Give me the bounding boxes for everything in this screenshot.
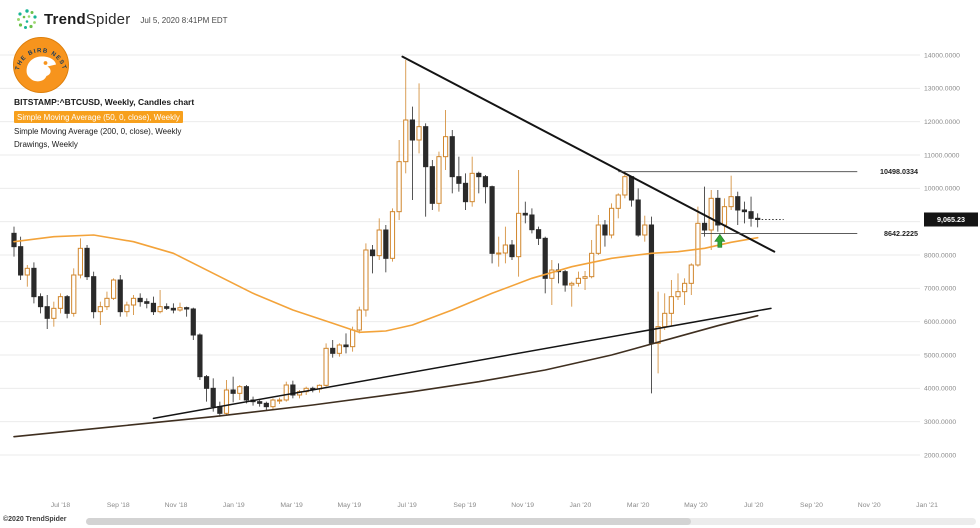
bird-eye bbox=[43, 61, 48, 65]
brand-spider: Spider bbox=[85, 10, 131, 28]
legend-sma50[interactable]: Simple Moving Average (50, 0, close), We… bbox=[14, 111, 183, 123]
x-tick-label: Mar '19 bbox=[280, 502, 303, 509]
x-tick-label: Jul '18 bbox=[51, 502, 71, 509]
legend-sma200[interactable]: Simple Moving Average (200, 0, close), W… bbox=[14, 127, 182, 136]
y-axis[interactable]: 14000.0000 13000.0000 12000.0000 11000.0000… bbox=[924, 52, 960, 459]
descending-resistance-trendline[interactable] bbox=[401, 55, 776, 253]
last-price-label: 9,065.23 bbox=[937, 215, 965, 224]
y-tick-label: 12000.0000 bbox=[924, 119, 960, 126]
y-tick-label: 6000.0000 bbox=[924, 319, 956, 326]
bird-icon bbox=[26, 56, 56, 82]
up-arrow-marker[interactable] bbox=[714, 233, 726, 248]
x-tick-label: Nov '18 bbox=[165, 502, 188, 509]
y-tick-label: 2000.0000 bbox=[924, 452, 956, 459]
x-tick-label: May '19 bbox=[338, 502, 362, 509]
legend-drawings[interactable]: Drawings, Weekly bbox=[14, 140, 78, 149]
sma50-line[interactable] bbox=[13, 234, 759, 334]
x-tick-label: Nov '19 bbox=[511, 502, 534, 509]
chart-timestamp: Jul 5, 2020 8:41PM EDT bbox=[140, 16, 228, 25]
price-level-label: 10498.0334 bbox=[880, 167, 918, 176]
brand-wordmark[interactable]: TrendSpider bbox=[44, 11, 130, 28]
x-tick-label: Jul '20 bbox=[744, 502, 764, 509]
x-tick-label: Jan '21 bbox=[916, 502, 938, 509]
x-tick-label: Mar '20 bbox=[627, 502, 650, 509]
price-levels[interactable]: 10498.0334 8642.2225 bbox=[618, 167, 918, 238]
copyright-label: ©2020 TrendSpider bbox=[3, 516, 67, 523]
brand-trend: Trend bbox=[44, 10, 86, 28]
sma200-line[interactable] bbox=[13, 314, 759, 438]
candlestick-series[interactable] bbox=[11, 60, 761, 417]
y-tick-label: 11000.0000 bbox=[924, 152, 960, 159]
y-tick-label: 4000.0000 bbox=[924, 386, 956, 393]
x-tick-label: Sep '19 bbox=[453, 502, 476, 509]
chart-scrollbar[interactable] bbox=[86, 518, 976, 525]
y-tick-label: 8000.0000 bbox=[924, 252, 956, 259]
birb-nest-logo[interactable]: THE BIRB NEST bbox=[12, 36, 70, 94]
x-tick-label: Jan '19 bbox=[223, 502, 245, 509]
x-tick-label: Jul '19 bbox=[397, 502, 417, 509]
ascending-support-trendline[interactable] bbox=[152, 307, 772, 420]
app-header: TrendSpider Jul 5, 2020 8:41PM EDT bbox=[16, 8, 228, 30]
x-tick-label: May '20 bbox=[684, 502, 708, 509]
x-tick-label: Sep '20 bbox=[800, 502, 823, 509]
y-tick-label: 14000.0000 bbox=[924, 52, 960, 59]
scrollbar-thumb[interactable] bbox=[86, 518, 692, 525]
y-tick-label: 13000.0000 bbox=[924, 86, 960, 93]
y-tick-label: 5000.0000 bbox=[924, 352, 956, 359]
chart-legend: BITSTAMP:^BTCUSD, Weekly, Candles chart … bbox=[14, 98, 194, 153]
price-level-label: 8642.2225 bbox=[884, 229, 918, 238]
legend-symbol[interactable]: BITSTAMP:^BTCUSD, Weekly, Candles chart bbox=[14, 97, 195, 107]
trendspider-logo-icon[interactable] bbox=[16, 8, 38, 30]
x-tick-label: Sep '18 bbox=[107, 502, 130, 509]
x-axis[interactable]: Jul '18 Sep '18 Nov '18 Jan '19 Mar '19 May '… bbox=[51, 502, 938, 509]
y-tick-label: 7000.0000 bbox=[924, 286, 956, 293]
x-tick-label: Jan '20 bbox=[570, 502, 592, 509]
x-tick-label: Nov '20 bbox=[858, 502, 881, 509]
y-tick-label: 3000.0000 bbox=[924, 419, 956, 426]
y-tick-label: 10000.0000 bbox=[924, 186, 960, 193]
last-price-badge: 9,065.23 bbox=[924, 212, 978, 227]
